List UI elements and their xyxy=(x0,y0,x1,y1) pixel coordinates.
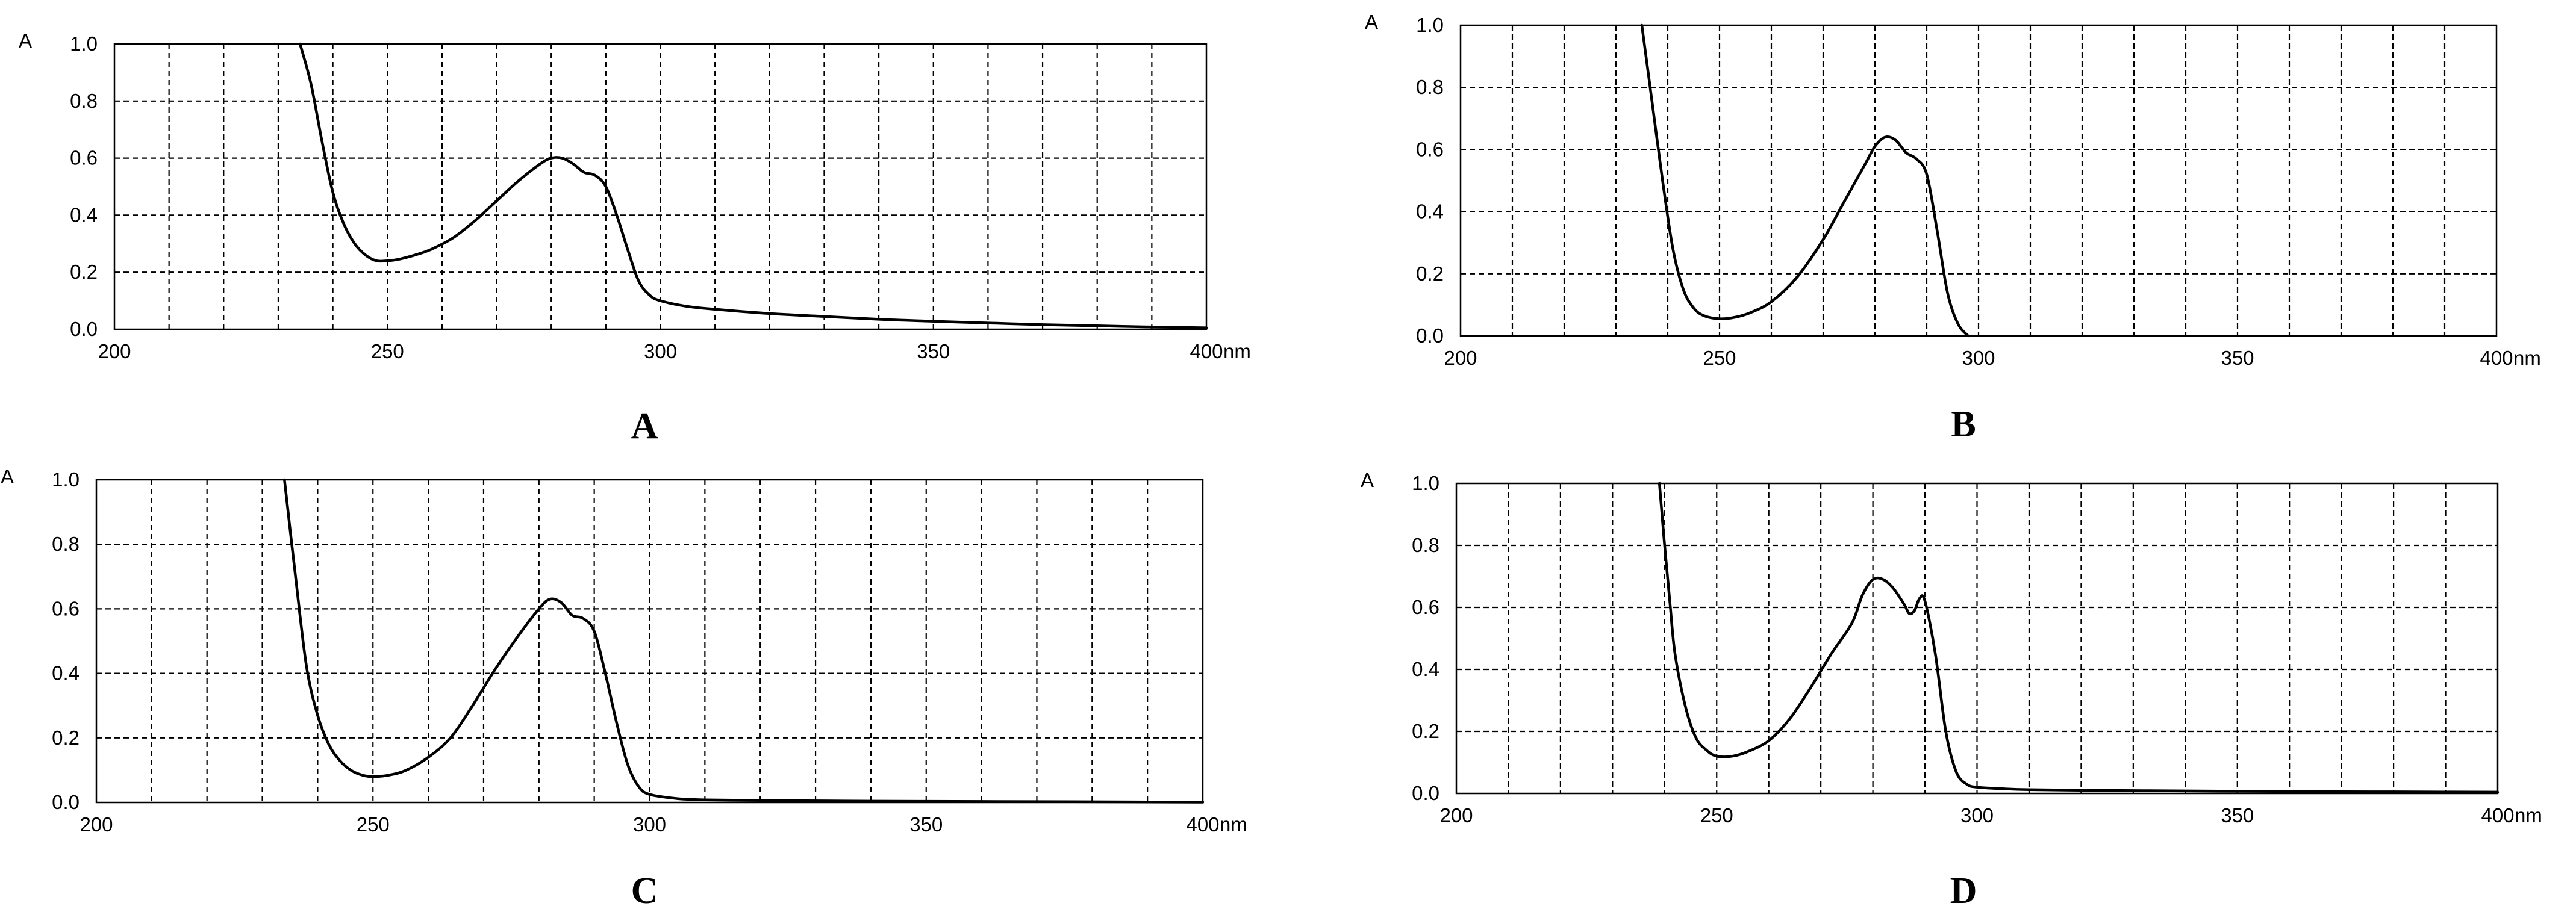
panel-d-ytick-0.6: 0.6 xyxy=(1412,596,1439,618)
panel-a-xunit: nm xyxy=(1223,340,1251,362)
panel-c-frame xyxy=(95,479,1204,804)
panel-a-xtick-400: 400 xyxy=(1190,340,1223,362)
panel-c: 200 250 300 350 400 nm 0.0 0.2 0.4 0.6 0.8 1.0 A C xyxy=(1,465,1247,911)
panel-b-ytick-0.8: 0.8 xyxy=(1416,76,1444,98)
panel-b-xtick-400: 400 xyxy=(2480,347,2513,369)
panel-a-frame xyxy=(113,43,1208,330)
panel-d-ylabel: A xyxy=(1361,469,1374,491)
panel-b-xunit: nm xyxy=(2513,347,2541,369)
panel-d-frame xyxy=(1455,482,2499,795)
panel-c-ylabel: A xyxy=(1,465,14,488)
panel-d-ytick-0.4: 0.4 xyxy=(1412,658,1439,680)
panel-a-ytick-0.8: 0.8 xyxy=(70,90,98,112)
panel-b-ytick-0.6: 0.6 xyxy=(1416,138,1444,160)
panel-b-ytick-0.4: 0.4 xyxy=(1416,200,1444,223)
panel-b-xtick-250: 250 xyxy=(1703,347,1736,369)
panel-a-ytick-0.2: 0.2 xyxy=(70,261,98,283)
panel-d-xtick-350: 350 xyxy=(2221,804,2254,827)
panel-a-xtick-200: 200 xyxy=(98,340,131,362)
panel-d-xtick-200: 200 xyxy=(1439,804,1473,827)
panel-a: 200 250 300 350 400 nm 0.0 0.2 0.4 0.6 0.8 1.0 A A xyxy=(19,29,1251,447)
panel-d-xtick-400: 400 xyxy=(2481,804,2514,827)
panel-c-letter: C xyxy=(631,870,658,911)
panel-a-ytick-1: 1.0 xyxy=(70,33,98,55)
panel-d-xtick-300: 300 xyxy=(1960,804,1994,827)
panel-a-ytick-0.4: 0.4 xyxy=(70,203,98,226)
panel-c-ytick-0.2: 0.2 xyxy=(52,727,80,749)
panel-b-letter: B xyxy=(1951,404,1976,445)
panel-a-xtick-350: 350 xyxy=(917,340,950,362)
panel-a-ytick-0: 0.0 xyxy=(70,318,98,340)
panel-d-ytick-1: 1.0 xyxy=(1412,472,1439,494)
panel-c-spectrum-line xyxy=(283,478,1205,804)
panel-d-xunit: nm xyxy=(2515,804,2542,827)
panel-c-xtick-200: 200 xyxy=(80,813,113,836)
panel-b-xtick-200: 200 xyxy=(1444,347,1477,369)
panel-b-frame xyxy=(1459,24,2498,337)
panel-a-xtick-300: 300 xyxy=(644,340,677,362)
panel-d-spectrum-line xyxy=(1658,482,2500,794)
panel-b-ytick-1: 1.0 xyxy=(1416,14,1444,36)
panel-a-letter: A xyxy=(631,406,658,447)
panel-b-ylabel: A xyxy=(1365,11,1378,33)
panel-a-ylabel: A xyxy=(19,29,32,52)
panel-c-ytick-0.6: 0.6 xyxy=(52,597,80,619)
panel-c-ytick-0: 0.0 xyxy=(52,791,80,813)
panel-b-xtick-350: 350 xyxy=(2221,347,2254,369)
panel-c-xunit: nm xyxy=(1220,813,1247,836)
panel-d-xtick-250: 250 xyxy=(1700,804,1733,827)
panel-b-spectrum-line xyxy=(1640,23,1970,338)
panel-d-ytick-0.8: 0.8 xyxy=(1412,534,1439,556)
panel-d-letter: D xyxy=(1950,870,1977,911)
panel-b-xtick-300: 300 xyxy=(1962,347,1995,369)
panel-c-ytick-0.8: 0.8 xyxy=(52,533,80,555)
panel-c-ytick-0.4: 0.4 xyxy=(52,662,80,684)
panel-c-ytick-1: 1.0 xyxy=(52,468,80,491)
panel-d-ytick-0.2: 0.2 xyxy=(1412,720,1439,742)
panel-b-ytick-0: 0.0 xyxy=(1416,324,1444,347)
panel-c-xtick-350: 350 xyxy=(909,813,943,836)
panel-a-xtick-250: 250 xyxy=(371,340,404,362)
panel-b-ytick-0.2: 0.2 xyxy=(1416,262,1444,285)
panel-a-ytick-0.6: 0.6 xyxy=(70,147,98,169)
panel-c-xtick-250: 250 xyxy=(357,813,390,836)
panel-d-ytick-0: 0.0 xyxy=(1412,782,1439,804)
panel-d: 200 250 300 350 400 nm 0.0 0.2 0.4 0.6 0.8 1.0 A D xyxy=(1361,469,2542,911)
panel-c-xtick-400: 400 xyxy=(1186,813,1219,836)
panel-c-xtick-300: 300 xyxy=(633,813,666,836)
panel-a-spectrum-line xyxy=(298,42,1208,329)
panel-b: 200 250 300 350 400 nm 0.0 0.2 0.4 0.6 0.8 1.0 A B xyxy=(1365,11,2541,445)
